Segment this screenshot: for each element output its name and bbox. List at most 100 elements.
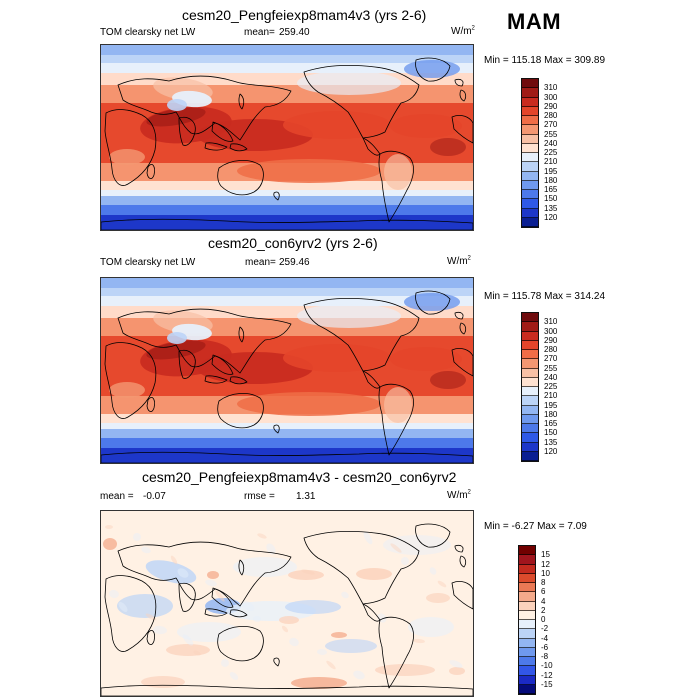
polar-band-north xyxy=(101,45,473,55)
panel-1-units-base: W/m xyxy=(451,26,472,37)
south-cold-band xyxy=(101,196,473,205)
panel-1-colorbar-segment xyxy=(522,143,538,153)
coastline-outline xyxy=(273,657,280,667)
andes-cool-band xyxy=(384,387,412,423)
polar-band-north xyxy=(101,278,473,288)
panel-3-colorbar-segment xyxy=(519,564,535,574)
panel-3-colorbar-segment xyxy=(519,555,535,565)
diff-speckle xyxy=(170,555,178,565)
coastline-outline xyxy=(146,630,155,645)
weak-negative-south-indian-ocean xyxy=(177,622,241,642)
panel-2-units-superscript: 2 xyxy=(467,255,471,262)
panel-1-colorbar-segment xyxy=(522,134,538,144)
panel-1-mean-value: 259.40 xyxy=(279,27,310,38)
panel-1-units-superscript: 2 xyxy=(471,25,475,32)
panel-1-colorbar-label: 210 xyxy=(544,157,558,167)
positive-anomaly-southern-ocean xyxy=(166,644,210,656)
diff-speckle xyxy=(177,568,189,578)
warm-core-atlantic xyxy=(390,114,462,138)
panel-3-colorbar-label: -15 xyxy=(541,679,553,689)
coastline-outline xyxy=(117,75,292,141)
panel-2-colorbar-segment xyxy=(522,451,538,461)
panel-2-colorbar-label: 270 xyxy=(544,354,558,364)
diff-speckle xyxy=(133,533,141,541)
diff-speckle xyxy=(341,591,349,599)
diff-speckle xyxy=(141,546,151,554)
coastline-outline xyxy=(454,311,464,320)
coastline-outline xyxy=(104,109,157,186)
season-label: MAM xyxy=(507,9,562,34)
arabian-sea-hotspot xyxy=(146,107,206,127)
panel-2-colorbar-label: 280 xyxy=(544,345,558,354)
panel-3-units: W/m2 xyxy=(447,490,471,501)
diff-speckle xyxy=(353,670,365,680)
panel-2-colorbar-label: 300 xyxy=(544,326,558,336)
himalaya-cool-core xyxy=(167,99,187,111)
coastline-outline xyxy=(451,581,473,610)
coastline-outline xyxy=(178,349,196,379)
greenland-cool-region xyxy=(404,293,460,311)
south-cool-band xyxy=(101,423,473,429)
coastline-outline xyxy=(229,609,248,618)
coastline-outline xyxy=(273,191,280,201)
coastline-outline xyxy=(454,78,464,87)
panel-2-colorbar-segment xyxy=(522,377,538,387)
diff-speckle xyxy=(118,602,128,612)
southeast-africa-warm xyxy=(109,382,145,398)
atlantic-hotspot xyxy=(430,138,466,156)
panel-2-colorbar-segment xyxy=(522,340,538,350)
panel-2-colorbar-segment xyxy=(522,368,538,378)
coastline-outline xyxy=(217,626,264,662)
panel-1-colorbar-segment xyxy=(522,162,538,172)
panel-3-colorbar-segment xyxy=(519,610,535,620)
coastline-outline xyxy=(273,424,280,434)
coastline-outline xyxy=(415,57,451,82)
coastline-outline xyxy=(204,375,228,384)
panel-1-colorbar-segment xyxy=(522,199,538,209)
panel-2-colorbar-segment xyxy=(522,359,538,369)
south-mid-band xyxy=(101,414,473,423)
panel-1-colorbar-label: 225 xyxy=(544,148,558,157)
panel-2-colorbar-segment xyxy=(522,405,538,415)
southeast-africa-warm xyxy=(109,149,145,165)
coastline-outline xyxy=(378,383,414,456)
coastline-outline xyxy=(459,89,467,102)
coastline-outline xyxy=(211,121,234,142)
panel-2-colorbar-segment xyxy=(522,322,538,332)
panel-3-mean-value: -0.07 xyxy=(143,491,166,502)
panel-1-mean-label: mean= xyxy=(244,27,275,38)
positive-hotspot-3 xyxy=(279,616,299,624)
panel-1-colorbar-segment xyxy=(522,171,538,181)
diff-speckle xyxy=(401,557,409,565)
positive-anomaly-south-atlantic xyxy=(375,664,435,676)
coastline-outline xyxy=(104,342,157,419)
panel-3-colorbar-label: 6 xyxy=(541,587,546,597)
panel-2-colorbar-label: 120 xyxy=(544,446,558,456)
southern-ocean-band xyxy=(101,205,473,215)
diff-speckle xyxy=(326,660,336,670)
coastline-outline xyxy=(378,150,414,223)
panel-2-colorbar-label: 135 xyxy=(544,437,558,447)
panel-2-units: W/m2 xyxy=(447,255,471,267)
panel-3-colorbar-segment xyxy=(519,546,535,556)
panel-3-map xyxy=(100,510,474,697)
panel-2-colorbar-segment xyxy=(522,433,538,443)
himalaya-cool-core xyxy=(167,332,187,344)
coastline-outline xyxy=(303,531,420,605)
panel-2-units-base: W/m xyxy=(447,256,468,267)
coastline-outline xyxy=(459,555,467,568)
panel-1-colorbar-label: 300 xyxy=(544,92,558,102)
diff-speckle xyxy=(229,672,239,680)
north-cool-band xyxy=(101,296,473,306)
panel-1-colorbar-label: 120 xyxy=(544,212,558,222)
panel-3-colorbar-segment xyxy=(519,675,535,685)
diff-speckle xyxy=(215,590,225,602)
warm-core-central-pacific xyxy=(283,111,391,139)
panel-3-colorbar-label: -6 xyxy=(541,642,549,652)
diff-speckle xyxy=(105,525,113,529)
diff-speckle xyxy=(205,579,217,587)
panel-3-colorbar-label: 8 xyxy=(541,578,546,587)
panel-2-colorbar-segment xyxy=(522,396,538,406)
coastline-outline xyxy=(217,160,264,196)
